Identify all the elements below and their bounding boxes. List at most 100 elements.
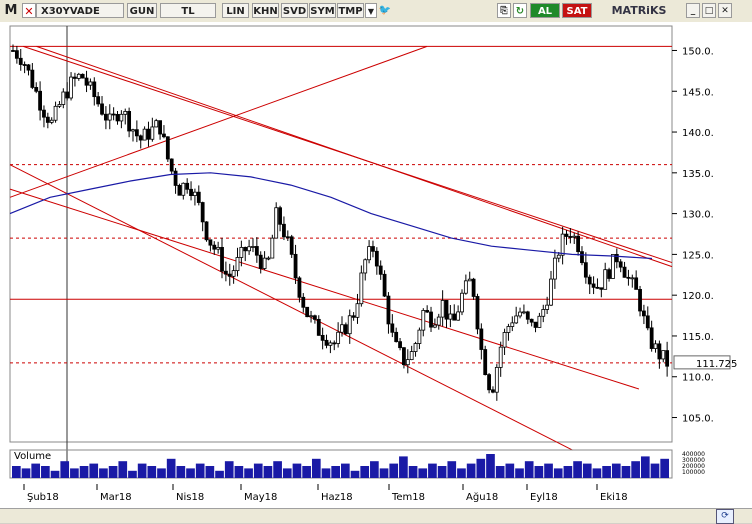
volume-bar bbox=[660, 458, 669, 478]
y-tick-label: 150.0. bbox=[682, 46, 714, 57]
candle-body bbox=[313, 315, 317, 320]
volume-bar bbox=[447, 461, 457, 478]
volume-bar bbox=[611, 463, 621, 478]
candle-body bbox=[653, 343, 658, 349]
volume-bar bbox=[12, 466, 21, 478]
candle-body bbox=[154, 120, 159, 128]
candle-body bbox=[402, 347, 406, 366]
candle-body bbox=[57, 104, 62, 107]
sym-button[interactable]: SYM bbox=[309, 3, 336, 18]
restore-icon[interactable]: □ bbox=[702, 3, 716, 18]
volume-bar bbox=[157, 468, 166, 478]
x-tick-label: May18 bbox=[244, 492, 277, 503]
candle-body bbox=[491, 389, 495, 393]
lin-button[interactable]: LIN bbox=[222, 3, 249, 18]
candle-body bbox=[92, 81, 97, 98]
candle-body bbox=[661, 350, 666, 360]
candle-body bbox=[73, 76, 77, 79]
chart-area[interactable]: 105.0. 110.0. 115.0. 120.0. 125.0. 130.0. 135.… bbox=[0, 22, 752, 522]
volume-bar bbox=[544, 463, 553, 478]
candle-body bbox=[595, 286, 600, 289]
candle-body bbox=[239, 246, 244, 258]
khn-button[interactable]: KHN bbox=[252, 3, 279, 18]
candle-body bbox=[587, 276, 592, 285]
candle-body bbox=[502, 332, 507, 348]
tmp-button[interactable]: TMP bbox=[337, 3, 364, 18]
y-tick-label: 110.0. bbox=[682, 373, 714, 384]
sync-icon[interactable]: ⟳ bbox=[716, 509, 734, 524]
candle-body bbox=[622, 266, 627, 278]
price-chart[interactable]: 105.0. 110.0. 115.0. 120.0. 125.0. 130.0. 135.… bbox=[0, 22, 752, 508]
candle-body bbox=[390, 323, 395, 333]
candle-body bbox=[301, 296, 306, 308]
tl-button[interactable]: TL bbox=[160, 3, 216, 18]
gun-button[interactable]: GUN bbox=[127, 3, 157, 18]
candle-body bbox=[347, 315, 352, 335]
candle-body bbox=[235, 257, 240, 272]
sell-button[interactable]: SAT bbox=[562, 3, 592, 18]
volume-bar bbox=[476, 458, 486, 478]
refresh-icon[interactable]: ↻ bbox=[513, 3, 527, 18]
candle-body bbox=[626, 276, 631, 279]
volume-bar bbox=[466, 463, 476, 478]
candle-body bbox=[432, 324, 437, 328]
brand-logo: MATRiKS bbox=[611, 4, 667, 17]
candle-body bbox=[200, 202, 205, 223]
candle-body bbox=[483, 349, 488, 376]
volume-tick-label: 400000 bbox=[682, 451, 705, 458]
candle-body bbox=[638, 289, 642, 312]
candle-body bbox=[34, 87, 39, 92]
candle-body bbox=[514, 315, 519, 324]
dropdown-arrow-icon[interactable]: ▼ bbox=[365, 3, 377, 18]
candle-body bbox=[444, 300, 449, 320]
candle-body bbox=[173, 170, 178, 186]
candle-body bbox=[309, 315, 313, 318]
volume-bar bbox=[302, 466, 311, 478]
minimize-icon[interactable]: _ bbox=[686, 3, 700, 18]
candle-body bbox=[80, 73, 85, 79]
plot-frame bbox=[9, 25, 673, 443]
buy-button[interactable]: AL bbox=[530, 3, 560, 18]
svd-button[interactable]: SVD bbox=[281, 3, 308, 18]
symbol-field[interactable]: X30YVADE bbox=[36, 3, 124, 18]
candle-body bbox=[251, 246, 255, 248]
volume-bar bbox=[89, 463, 99, 478]
volume-bar bbox=[234, 466, 244, 478]
candle-body bbox=[355, 303, 360, 318]
candle-body bbox=[127, 111, 132, 132]
candle-body bbox=[220, 246, 224, 272]
candle-body bbox=[645, 315, 650, 329]
candle-body bbox=[572, 235, 577, 238]
volume-tick-label: 300000 bbox=[682, 457, 705, 464]
candle-body bbox=[657, 343, 662, 360]
volume-bar bbox=[273, 461, 282, 478]
volume-tick-label: 200000 bbox=[682, 463, 705, 470]
volume-bar bbox=[418, 468, 428, 478]
close-window-icon[interactable]: ✕ bbox=[718, 3, 732, 18]
candle-body bbox=[351, 315, 356, 318]
candle-body bbox=[38, 90, 42, 111]
twitter-icon[interactable]: 🐦 bbox=[378, 5, 392, 16]
candle-body bbox=[343, 324, 348, 335]
candle-body bbox=[417, 329, 422, 344]
candle-body bbox=[177, 185, 182, 196]
candle-body bbox=[603, 269, 608, 290]
candle-body bbox=[549, 278, 553, 306]
candle-body bbox=[103, 113, 108, 121]
m-button[interactable]: M bbox=[4, 3, 18, 18]
volume-bar bbox=[524, 461, 534, 478]
close-symbol-icon[interactable]: ✕ bbox=[22, 3, 36, 18]
copy-icon[interactable]: ⎘ bbox=[497, 3, 511, 18]
volume-bar bbox=[582, 463, 592, 478]
candle-body bbox=[564, 233, 569, 237]
candle-body bbox=[65, 91, 70, 99]
candle-body bbox=[216, 246, 221, 250]
x-tick-label: Ağu18 bbox=[466, 491, 498, 503]
candle-body bbox=[576, 235, 581, 253]
volume-bar bbox=[379, 468, 389, 478]
y-tick-label: 105.0. bbox=[682, 414, 714, 425]
x-tick-label: Haz18 bbox=[321, 492, 353, 503]
volume-bar bbox=[408, 466, 418, 478]
candle-body bbox=[146, 128, 151, 140]
candle-body bbox=[274, 207, 279, 239]
